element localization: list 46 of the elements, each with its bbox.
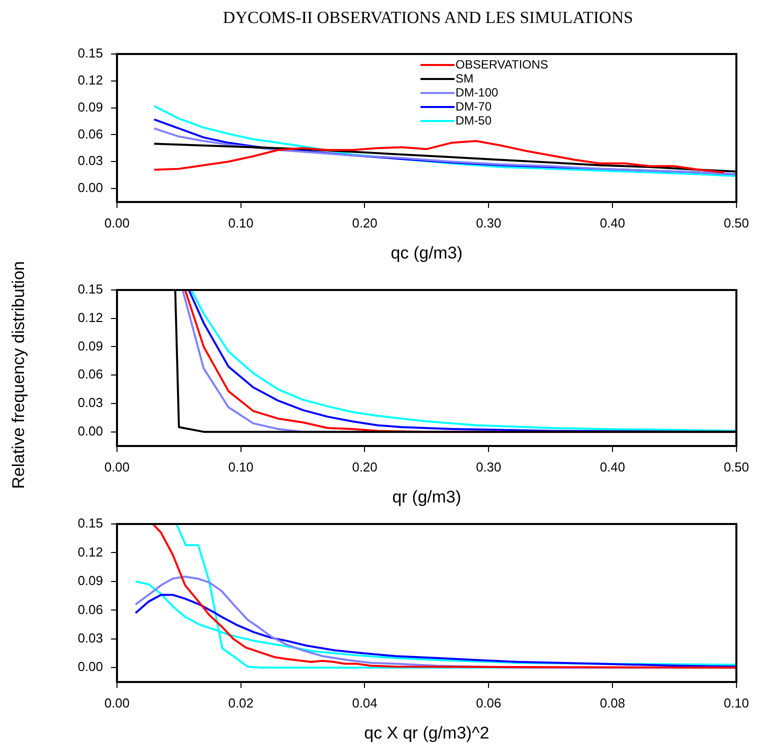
y-tick-label: 0.06	[78, 366, 103, 382]
y-tick-label: 0.09	[78, 573, 103, 588]
chart-title: DYCOMS-II OBSERVATIONS AND LES SIMULATIONS	[222, 8, 634, 28]
y-tick-label: 0.06	[78, 126, 103, 142]
legend-label: DM-100	[455, 85, 498, 100]
y-tick-label: 0.15	[78, 516, 103, 531]
x-tick-label: 0.20	[352, 459, 378, 474]
x-tick-label: 0.30	[476, 215, 502, 230]
x-tick-label: 0.40	[600, 215, 626, 230]
x-tick-label: 0.04	[352, 695, 378, 710]
y-tick-label: 0.03	[78, 153, 103, 168]
x-axis-title: qc X qr (g/m3)^2	[364, 723, 490, 742]
x-tick-label: 0.10	[228, 215, 254, 230]
x-axis-title: qc (g/m3)	[390, 243, 463, 262]
x-tick-label: 0.30	[476, 459, 502, 474]
y-tick-label: 0.09	[78, 338, 103, 354]
x-tick-label: 0.50	[724, 459, 750, 474]
y-tick-label: 0.09	[78, 99, 103, 114]
x-tick-label: 0.40	[600, 459, 626, 474]
y-tick-label: 0.15	[78, 282, 103, 297]
y-tick-label: 0.12	[78, 310, 103, 325]
y-tick-label: 0.00	[78, 180, 103, 196]
y-tick-label: 0.12	[78, 544, 103, 560]
x-tick-label: 0.00	[104, 459, 130, 474]
y-tick-label: 0.03	[78, 395, 103, 410]
x-tick-label: 0.20	[352, 215, 378, 230]
y-tick-label: 0.06	[78, 602, 103, 617]
x-axis-title: qr (g/m3)	[392, 487, 462, 506]
x-tick-label: 0.10	[724, 695, 750, 710]
x-tick-label: 0.50	[724, 215, 750, 230]
y-tick-label: 0.00	[78, 659, 103, 674]
y-tick-label: 0.12	[78, 72, 103, 88]
x-tick-label: 0.00	[104, 215, 130, 230]
x-tick-label: 0.08	[600, 695, 626, 710]
x-tick-label: 0.06	[476, 695, 502, 710]
y-tick-label: 0.03	[78, 630, 103, 646]
legend-label: OBSERVATIONS	[455, 57, 548, 72]
x-tick-label: 0.02	[228, 695, 254, 710]
y-tick-label: 0.00	[78, 423, 103, 438]
x-tick-label: 0.10	[228, 459, 254, 474]
x-tick-label: 0.00	[104, 695, 130, 710]
y-tick-label: 0.15	[78, 46, 103, 61]
y-axis-title: Relative frequency distribution	[9, 260, 29, 491]
legend-label: DM-50	[455, 113, 492, 128]
legend-label: DM-70	[455, 99, 492, 114]
legend-label: SM	[455, 71, 474, 86]
